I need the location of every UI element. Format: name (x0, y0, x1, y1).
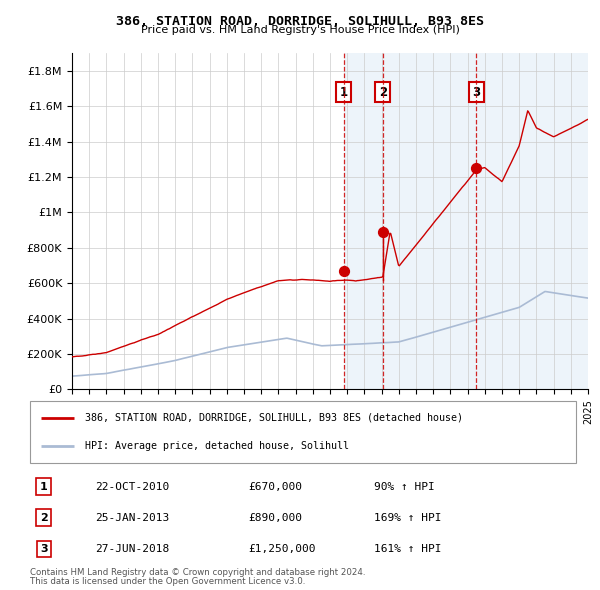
Point (378, 227, 388, 237)
Text: 25-JAN-2013: 25-JAN-2013 (95, 513, 170, 523)
Text: 27-JUN-2018: 27-JUN-2018 (95, 544, 170, 554)
Text: This data is licensed under the Open Government Licence v3.0.: This data is licensed under the Open Gov… (30, 577, 305, 586)
Text: Contains HM Land Registry data © Crown copyright and database right 2024.: Contains HM Land Registry data © Crown c… (30, 568, 365, 577)
Text: 386, STATION ROAD, DORRIDGE, SOLIHULL, B93 8ES (detached house): 386, STATION ROAD, DORRIDGE, SOLIHULL, B… (85, 413, 463, 423)
Text: £1,250,000: £1,250,000 (248, 544, 316, 554)
Text: £670,000: £670,000 (248, 481, 302, 491)
Text: Price paid vs. HM Land Registry's House Price Index (HPI): Price paid vs. HM Land Registry's House … (140, 25, 460, 35)
Text: 22-OCT-2010: 22-OCT-2010 (95, 481, 170, 491)
Text: 1: 1 (40, 481, 47, 491)
Point (339, 266, 349, 276)
Bar (344, 53, 383, 389)
Text: 3: 3 (472, 86, 480, 99)
Point (472, 163, 481, 173)
Text: 3: 3 (40, 544, 47, 554)
Text: £890,000: £890,000 (248, 513, 302, 523)
Text: 2: 2 (379, 86, 387, 99)
Text: 386, STATION ROAD, DORRIDGE, SOLIHULL, B93 8ES: 386, STATION ROAD, DORRIDGE, SOLIHULL, B… (116, 15, 484, 28)
Text: 90% ↑ HPI: 90% ↑ HPI (374, 481, 435, 491)
Text: 2: 2 (40, 513, 47, 523)
Bar (476, 53, 588, 389)
Bar (383, 53, 476, 389)
Text: 1: 1 (340, 86, 348, 99)
Text: 169% ↑ HPI: 169% ↑ HPI (374, 513, 442, 523)
Text: 161% ↑ HPI: 161% ↑ HPI (374, 544, 442, 554)
Text: HPI: Average price, detached house, Solihull: HPI: Average price, detached house, Soli… (85, 441, 349, 451)
FancyBboxPatch shape (30, 401, 576, 463)
